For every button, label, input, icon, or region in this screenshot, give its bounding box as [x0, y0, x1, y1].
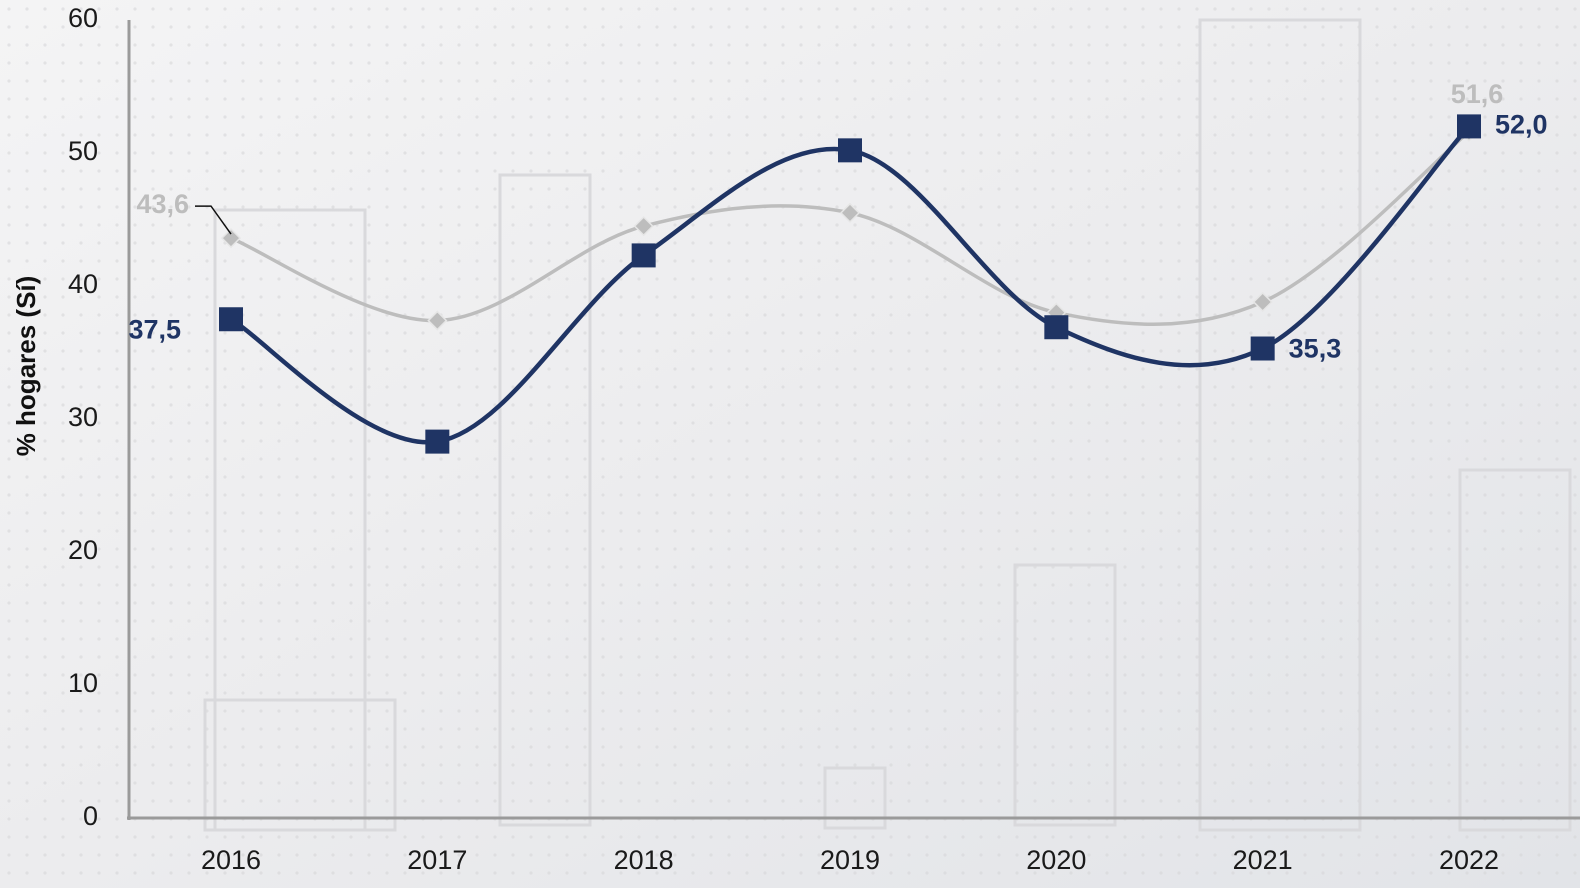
- marker: [633, 216, 654, 237]
- y-axis-title: % hogares (Sí): [11, 276, 41, 457]
- label-leader: [195, 205, 232, 235]
- y-tick-label: 20: [68, 535, 98, 565]
- marker: [631, 243, 656, 268]
- data-label: 35,3: [1289, 334, 1342, 364]
- marker: [839, 202, 861, 223]
- marker: [1250, 336, 1275, 361]
- marker: [219, 307, 243, 332]
- x-tick-label: 2017: [407, 845, 467, 875]
- x-tick-label: 2016: [201, 845, 261, 875]
- y-tick-label: 30: [68, 402, 98, 432]
- x-tick-label: 2021: [1233, 845, 1293, 875]
- data-label: 51,6: [1451, 79, 1504, 109]
- marker: [1457, 114, 1481, 139]
- y-tick-label: 60: [68, 3, 98, 33]
- marker: [427, 310, 448, 331]
- background-buildings: [203, 18, 1572, 832]
- x-tick-label: 2020: [1026, 845, 1086, 875]
- data-label: 52,0: [1495, 110, 1548, 140]
- series: 37,5 35,3 52,0: [128, 110, 1548, 454]
- x-tick-label: 2022: [1439, 845, 1499, 875]
- y-tick-label: 40: [68, 269, 98, 299]
- x-tick-label: 2018: [614, 845, 674, 875]
- series: 43,6 51,6: [136, 79, 1504, 331]
- data-label: 37,5: [128, 314, 181, 344]
- y-tick-label: 0: [83, 801, 98, 831]
- marker: [220, 228, 242, 249]
- x-tick-label: 2019: [820, 845, 880, 875]
- data-label: 43,6: [136, 189, 189, 219]
- marker: [1044, 315, 1069, 340]
- y-tick-label: 50: [68, 136, 98, 166]
- y-tick-label: 10: [68, 668, 98, 698]
- marker: [1252, 291, 1273, 313]
- marker: [838, 138, 862, 163]
- marker: [425, 429, 450, 454]
